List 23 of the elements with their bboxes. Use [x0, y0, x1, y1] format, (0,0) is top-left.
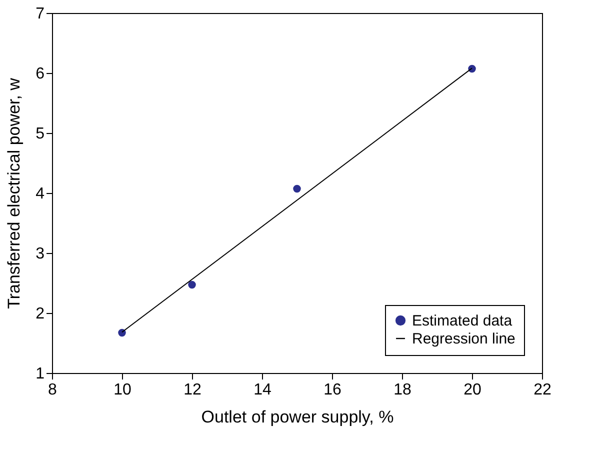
point [468, 64, 476, 73]
y-tick-label: 1 [36, 366, 45, 382]
x-tick-label: 16 [324, 382, 342, 398]
x-tick-label: 14 [254, 382, 272, 398]
point [293, 184, 301, 193]
x-tick-label: 22 [534, 382, 552, 398]
point [118, 328, 126, 337]
y-tick-label: 6 [36, 66, 45, 82]
x-tick-label: 8 [48, 382, 58, 398]
x-tick-label: 12 [184, 382, 202, 398]
y-tick-label: 3 [36, 246, 45, 262]
y-tick-label: 5 [36, 126, 45, 142]
x-tick-label: 18 [394, 382, 412, 398]
y-tick-label: 4 [36, 186, 45, 202]
x-tick-label: 10 [114, 382, 132, 398]
legend-label: Regression line [412, 330, 516, 348]
point [188, 280, 196, 289]
legend-label: Estimated data [412, 312, 513, 330]
y-axis-title: Transferred electrical power, w [4, 77, 24, 309]
y-tick-label: 2 [36, 306, 45, 322]
x-axis-title: Outlet of power supply, % [201, 408, 394, 426]
x-tick-label: 20 [464, 382, 482, 398]
y-tick-label: 7 [36, 6, 45, 22]
